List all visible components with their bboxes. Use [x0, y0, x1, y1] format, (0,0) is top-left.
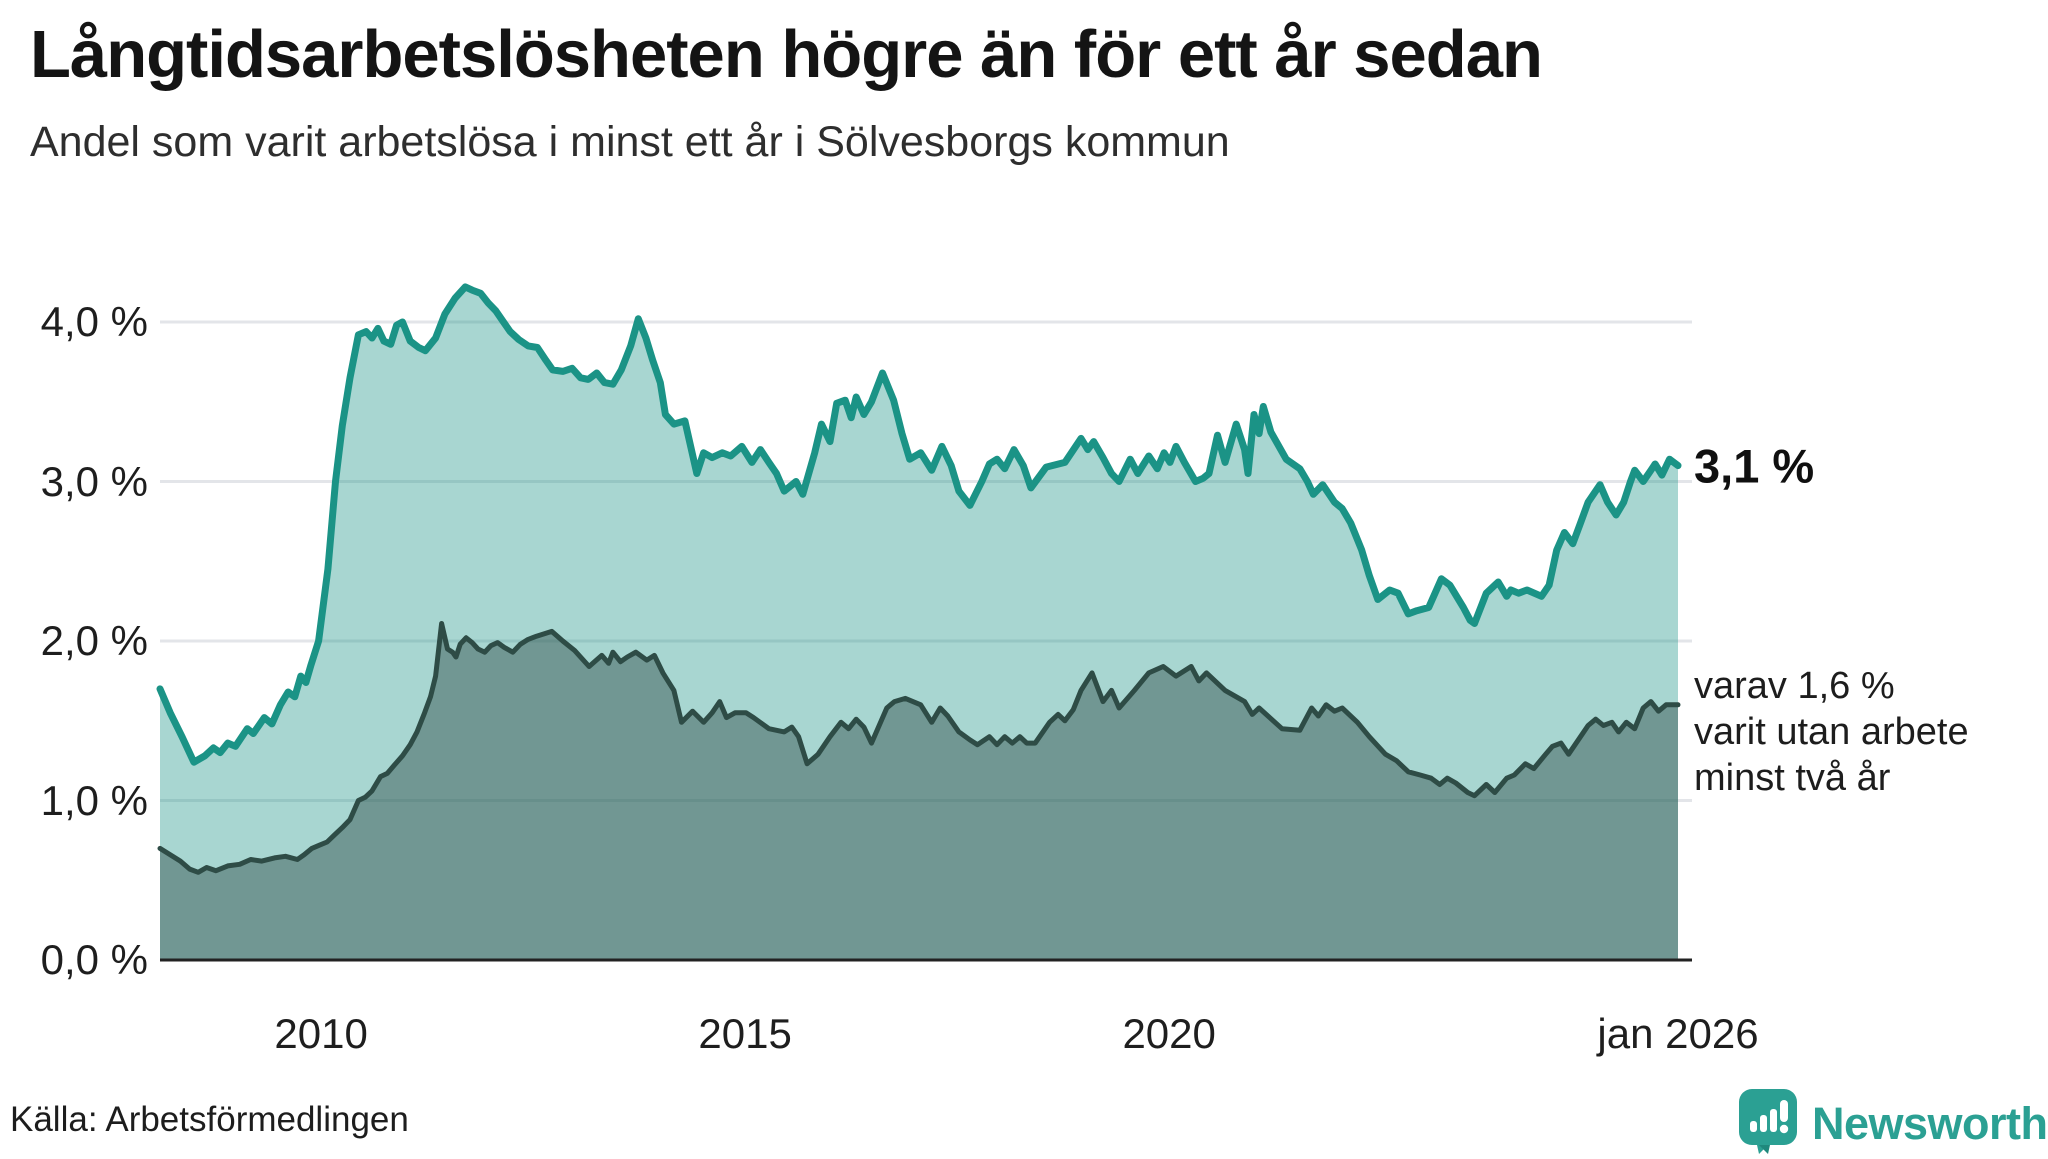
y-tick-label: 2,0 %: [40, 617, 148, 664]
page-subtitle: Andel som varit arbetslösa i minst ett å…: [30, 118, 1230, 166]
series2-annotation: varav 1,6 % varit utan arbete minst två …: [1694, 663, 1969, 801]
x-tick-label: 2015: [698, 1010, 792, 1057]
annotation-line: varav 1,6 %: [1694, 664, 1895, 707]
newsworthy-speech-bubble-chart-icon: [1738, 1088, 1798, 1159]
y-tick-label: 1,0 %: [40, 776, 148, 824]
x-tick-label: 2020: [1122, 1010, 1216, 1057]
page-title: Långtidsarbetslösheten högre än för ett …: [30, 17, 1543, 92]
series1-end-value-label: 3,1 %: [1694, 439, 1815, 493]
source-note: Källa: Arbetsförmedlingen: [10, 1100, 409, 1139]
annotation-line: minst två år: [1694, 756, 1891, 799]
y-tick-label: 3,0 %: [40, 457, 148, 505]
newsworthy-logo: Newsworthy: [1738, 1088, 2048, 1159]
y-tick-label: 4,0 %: [40, 298, 148, 345]
newsworthy-wordmark: Newsworthy: [1812, 1097, 2048, 1149]
y-tick-label: 0,0 %: [40, 936, 148, 983]
x-tick-label: jan 2026: [1597, 1010, 1759, 1057]
x-tick-label: 2010: [274, 1010, 368, 1057]
annotation-line: varit utan arbete: [1694, 710, 1969, 753]
